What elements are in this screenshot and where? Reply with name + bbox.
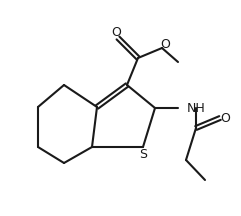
Text: O: O	[111, 27, 121, 40]
Text: O: O	[220, 111, 230, 124]
Text: S: S	[139, 149, 147, 162]
Text: O: O	[160, 38, 170, 51]
Text: NH: NH	[187, 102, 206, 114]
